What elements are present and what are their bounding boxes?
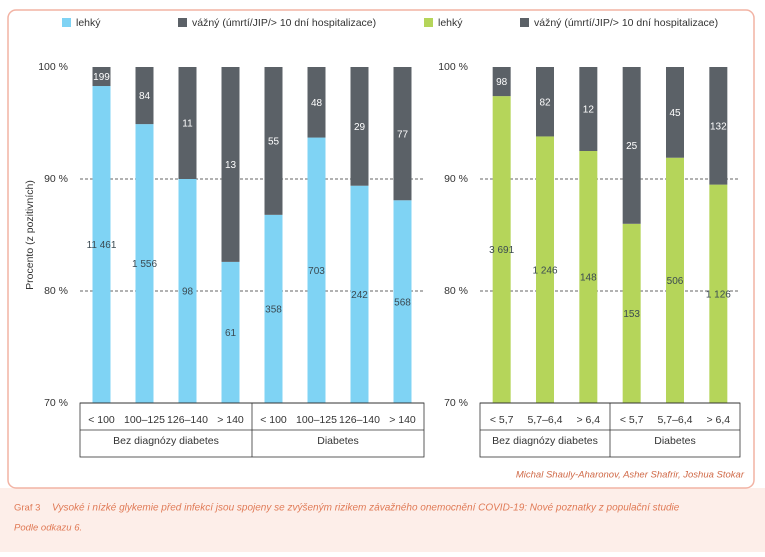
bar-segment xyxy=(492,96,511,404)
bar-segment xyxy=(178,179,197,403)
bar-segment xyxy=(135,124,154,404)
bar-count-label: 25 xyxy=(626,141,638,152)
bar-segment xyxy=(579,67,598,151)
bar-segment xyxy=(393,67,412,201)
bar-count-label: 98 xyxy=(182,287,194,298)
bar-segment xyxy=(92,67,111,87)
bar-count-label: 1 126 xyxy=(706,289,731,300)
bar-segment xyxy=(135,67,154,125)
bar-count-label: 12 xyxy=(583,105,595,116)
bar-segment xyxy=(92,86,111,403)
y-tick-label: 70 % xyxy=(44,397,68,409)
y-tick-label: 90 % xyxy=(44,173,68,185)
bar-segment xyxy=(536,67,554,137)
bar-segment xyxy=(622,67,641,224)
x-tick-label: > 140 xyxy=(217,414,244,426)
legend-label: lehký xyxy=(438,17,463,29)
bar-segment xyxy=(221,261,240,403)
bar-count-label: 11 xyxy=(182,119,193,130)
bar-segment xyxy=(264,214,283,403)
credit: Michal Shauly-Aharonov, Asher Shafrir, J… xyxy=(516,470,745,481)
x-tick-label: < 100 xyxy=(260,414,287,426)
legend-label: vážný (úmrtí/JIP/> 10 dní hospitalizace) xyxy=(534,17,718,29)
bar-count-label: 703 xyxy=(308,266,325,277)
caption-bg xyxy=(0,488,765,552)
bar-count-label: 55 xyxy=(268,137,280,148)
bar-count-label: 148 xyxy=(580,273,597,284)
caption-source: Podle odkazu 6. xyxy=(14,523,82,534)
x-tick-label: 100–125 xyxy=(124,414,165,426)
x-tick-label: 100–125 xyxy=(296,414,337,426)
caption-title: Vysoké i nízké glykemie před infekcí jso… xyxy=(52,503,680,514)
group-label: Bez diagnózy diabetes xyxy=(113,435,219,447)
bar-segment xyxy=(622,223,641,403)
bar-count-label: 153 xyxy=(623,309,640,320)
x-tick-label: 126–140 xyxy=(339,414,380,426)
group-label: Diabetes xyxy=(654,435,695,447)
x-tick-label: > 6,4 xyxy=(707,414,731,426)
legend-swatch xyxy=(178,18,187,27)
x-tick-label: 126–140 xyxy=(167,414,208,426)
y-tick-label: 90 % xyxy=(444,173,468,185)
bar-segment xyxy=(350,67,369,186)
y-tick-label: 80 % xyxy=(44,285,68,297)
x-tick-label: > 140 xyxy=(389,414,416,426)
bar-segment xyxy=(536,136,554,403)
legend-label: vážný (úmrtí/JIP/> 10 dní hospitalizace) xyxy=(192,17,376,29)
x-tick-label: > 6,4 xyxy=(577,414,601,426)
y-tick-label: 70 % xyxy=(444,397,468,409)
bar-count-label: 242 xyxy=(351,290,368,301)
bar-count-label: 29 xyxy=(354,122,366,133)
bar-count-label: 1 556 xyxy=(132,259,157,270)
bar-count-label: 61 xyxy=(225,328,237,339)
bar-count-label: 98 xyxy=(496,77,508,88)
bar-segment xyxy=(264,67,283,215)
bar-count-label: 1 246 xyxy=(532,265,557,276)
bar-segment xyxy=(307,67,326,138)
bar-segment xyxy=(709,67,728,185)
bar-segment xyxy=(393,200,412,403)
bar-count-label: 48 xyxy=(311,98,323,109)
bar-segment xyxy=(666,67,684,158)
bar-count-label: 358 xyxy=(265,305,282,316)
x-tick-label: < 5,7 xyxy=(620,414,644,426)
x-tick-label: < 5,7 xyxy=(490,414,514,426)
bar-count-label: 132 xyxy=(710,121,727,132)
bar-count-label: 11 461 xyxy=(87,240,117,251)
x-tick-label: 5,7–6,4 xyxy=(657,414,692,426)
y-tick-label: 80 % xyxy=(444,285,468,297)
y-tick-label: 100 % xyxy=(438,61,468,73)
bar-count-label: 84 xyxy=(139,91,151,102)
y-axis-label: Procento (z pozitivních) xyxy=(24,180,36,290)
bar-segment xyxy=(666,157,684,403)
x-tick-label: 5,7–6,4 xyxy=(527,414,562,426)
bar-count-label: 82 xyxy=(539,97,551,108)
y-tick-label: 100 % xyxy=(38,61,68,73)
bar-count-label: 77 xyxy=(397,129,409,140)
bar-count-label: 506 xyxy=(667,276,684,287)
bar-count-label: 199 xyxy=(93,72,110,83)
bar-segment xyxy=(178,67,197,179)
bar-segment xyxy=(709,184,728,403)
legend-swatch xyxy=(424,18,433,27)
caption-label: Graf 3 xyxy=(14,503,40,514)
group-label: Diabetes xyxy=(317,435,358,447)
bar-count-label: 568 xyxy=(394,297,411,308)
bar-count-label: 3 691 xyxy=(489,245,514,256)
legend-swatch xyxy=(520,18,529,27)
x-tick-label: < 100 xyxy=(88,414,115,426)
group-label: Bez diagnózy diabetes xyxy=(492,435,598,447)
legend-label: lehký xyxy=(76,17,101,29)
legend-swatch xyxy=(62,18,71,27)
bar-segment xyxy=(350,185,369,403)
bar-segment xyxy=(492,67,511,97)
bar-segment xyxy=(221,67,240,262)
bar-count-label: 45 xyxy=(669,108,681,119)
bar-count-label: 13 xyxy=(225,160,237,171)
bar-segment xyxy=(579,151,598,403)
bar-segment xyxy=(307,137,326,403)
